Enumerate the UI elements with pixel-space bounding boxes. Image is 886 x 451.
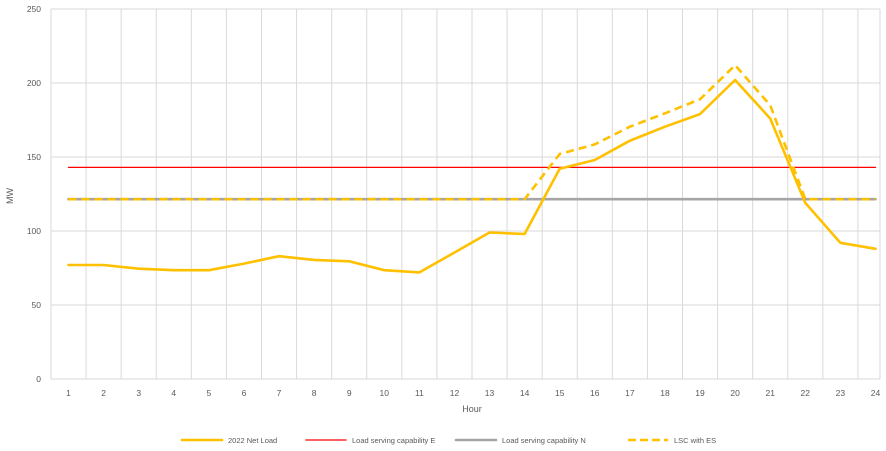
x-tick-label: 6 <box>242 388 247 398</box>
x-tick-label: 23 <box>836 388 846 398</box>
x-tick-label: 9 <box>347 388 352 398</box>
x-tick-label: 21 <box>765 388 775 398</box>
y-tick-label: 0 <box>36 374 41 384</box>
x-tick-label: 24 <box>871 388 881 398</box>
x-tick-label: 5 <box>207 388 212 398</box>
legend: 2022 Net Load Load serving capability E Lo… <box>180 436 716 445</box>
x-tick-label: 16 <box>590 388 600 398</box>
x-tick-label: 4 <box>171 388 176 398</box>
x-tick-label: 18 <box>660 388 670 398</box>
x-tick-label: 11 <box>415 388 424 398</box>
x-tick-label: 22 <box>801 388 811 398</box>
y-axis-ticks: 0 50 100 150 200 250 <box>27 4 41 384</box>
y-tick-label: 150 <box>27 152 41 162</box>
x-tick-label: 20 <box>730 388 740 398</box>
y-tick-label: 200 <box>27 78 41 88</box>
x-tick-label: 15 <box>555 388 565 398</box>
legend-label: LSC with ES <box>674 436 716 445</box>
x-tick-label: 3 <box>136 388 141 398</box>
legend-label: Load serving capability N <box>502 436 586 445</box>
y-axis-title: MW <box>5 188 15 204</box>
x-tick-label: 17 <box>625 388 635 398</box>
x-tick-label: 2 <box>101 388 106 398</box>
x-tick-label: 19 <box>695 388 705 398</box>
x-tick-label: 7 <box>277 388 282 398</box>
y-tick-label: 250 <box>27 4 41 14</box>
x-tick-label: 12 <box>450 388 460 398</box>
x-tick-label: 14 <box>520 388 530 398</box>
legend-label: Load serving capability E <box>352 436 435 445</box>
y-tick-label: 100 <box>27 226 41 236</box>
series-line-0 <box>67 78 877 274</box>
x-tick-label: 1 <box>66 388 71 398</box>
gridlines <box>50 8 881 380</box>
x-tick-label: 8 <box>312 388 317 398</box>
series-line-3 <box>68 63 876 201</box>
x-tick-label: 13 <box>485 388 495 398</box>
x-axis-ticks: 1 2 3 4 5 6 7 8 9 10 11 12 13 14 15 16 17 18 19 20 21 22 23 24 <box>66 388 880 398</box>
x-tick-label: 10 <box>380 388 390 398</box>
legend-label: 2022 Net Load <box>228 436 277 445</box>
series-lines <box>67 63 877 274</box>
y-tick-label: 50 <box>32 300 42 310</box>
x-axis-title: Hour <box>462 404 482 414</box>
